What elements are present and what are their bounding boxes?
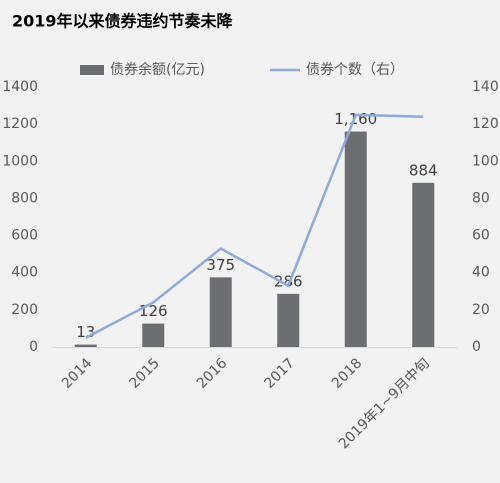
bar	[344, 131, 367, 347]
legend-swatch	[80, 65, 104, 75]
bar	[277, 293, 300, 347]
y2-tick-label: 0	[472, 339, 481, 355]
data-label: 13	[76, 323, 95, 341]
y-tick-label: 1000	[2, 153, 38, 169]
line	[85, 113, 424, 339]
data-label: 884	[409, 161, 438, 179]
bar	[142, 323, 165, 347]
bar	[412, 182, 435, 347]
bar	[74, 344, 97, 347]
y-tick-label: 400	[11, 265, 38, 281]
y2-tick-label: 80	[472, 190, 490, 206]
bar	[209, 277, 232, 347]
legend-label: 债券余额(亿元)	[110, 61, 205, 78]
y-tick-label: 1200	[2, 116, 38, 132]
data-label: 286	[274, 272, 303, 290]
legend-label: 债券个数（右）	[306, 62, 404, 78]
y-tick-label: 800	[11, 190, 38, 206]
chart-title: 2019年以来债券违约节奏未降	[12, 12, 234, 31]
y2-tick-label: 20	[472, 302, 490, 318]
y2-tick-label: 140	[472, 79, 499, 95]
data-label: 126	[139, 302, 168, 320]
y2-tick-label: 60	[472, 228, 490, 244]
y2-tick-label: 40	[472, 265, 490, 281]
y-tick-label: 0	[29, 339, 38, 355]
data-label: 1,160	[334, 110, 377, 128]
data-label: 375	[206, 256, 235, 274]
y-tick-label: 1400	[2, 79, 38, 95]
y-tick-label: 200	[11, 302, 38, 318]
y2-tick-label: 120	[472, 116, 499, 132]
y-tick-label: 600	[11, 228, 38, 244]
y2-tick-label: 100	[472, 153, 499, 169]
